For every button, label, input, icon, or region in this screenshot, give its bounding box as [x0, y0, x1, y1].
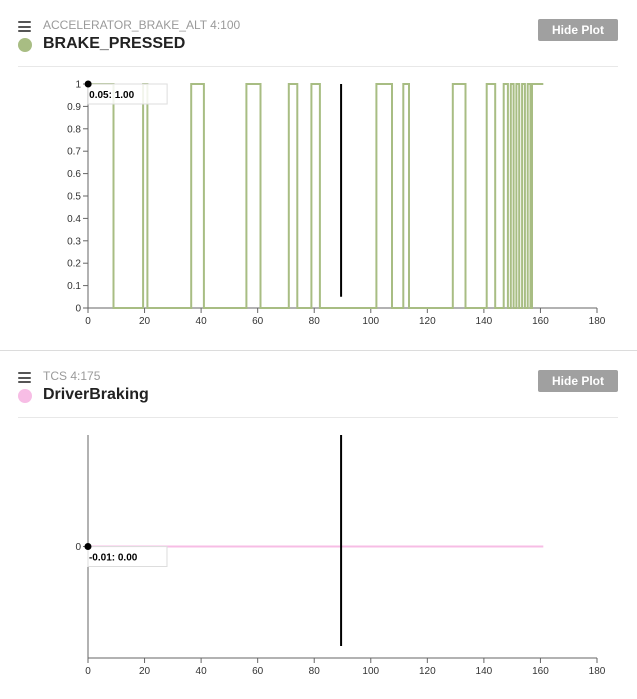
hide-plot-button[interactable]: Hide Plot — [538, 370, 618, 392]
y-tick-label: 0.1 — [67, 281, 81, 292]
x-tick-label: 140 — [476, 666, 493, 677]
hover-point — [84, 543, 92, 550]
tooltip-box — [87, 83, 168, 105]
x-tick-label: 180 — [589, 316, 606, 327]
plot-panel-driver-braking: TCS 4:175 DriverBraking Hide Plot 0 20 40 6… — [0, 351, 637, 699]
x-tick-label: 160 — [532, 316, 549, 327]
y-tick-label: 0.6 — [67, 169, 81, 180]
signal-name: DriverBraking — [43, 386, 149, 403]
y-tick-label: 0.3 — [67, 236, 81, 247]
plot-header: ACCELERATOR_BRAKE_ALT 4:100 BRAKE_PRESSE… — [0, 0, 637, 66]
y-tick-label: 1 — [75, 80, 81, 91]
series-line — [88, 83, 544, 309]
header-divider — [18, 417, 618, 418]
x-tick-label: 100 — [362, 666, 379, 677]
signal-name: BRAKE_PRESSED — [43, 35, 186, 52]
x-tick-label: 160 — [532, 666, 549, 677]
driver-braking-chart[interactable]: 0 20 40 60 80 100 120 140 160 180 0 -0.01: 0.00 — [0, 418, 637, 699]
tooltip-box — [87, 546, 168, 567]
x-tick-label: 40 — [196, 666, 208, 677]
y-tick-label: 0.9 — [67, 102, 81, 113]
x-tick-label: 60 — [252, 666, 264, 677]
x-tick-label: 40 — [196, 316, 208, 327]
x-tick-label: 120 — [419, 316, 436, 327]
y-tick-label: 0.2 — [67, 259, 81, 270]
tooltip-label: -0.01: 0.00 — [89, 553, 138, 564]
hide-plot-button[interactable]: Hide Plot — [538, 19, 618, 41]
x-tick-label: 100 — [362, 316, 379, 327]
menu-icon[interactable] — [18, 372, 31, 383]
x-tick-label: 20 — [139, 666, 151, 677]
y-tick-label: 0.7 — [67, 147, 81, 158]
plot-header: TCS 4:175 DriverBraking Hide Plot — [0, 351, 637, 417]
x-tick-label: 0 — [85, 666, 91, 677]
x-tick-label: 140 — [476, 316, 493, 327]
y-tick-label: 0 — [75, 304, 81, 315]
panel-separator — [0, 350, 637, 351]
x-tick-label: 0 — [85, 316, 91, 327]
signal-color-dot — [18, 38, 32, 52]
x-tick-label: 180 — [589, 666, 606, 677]
hover-point — [84, 80, 92, 88]
brake-pressed-chart[interactable]: 0 20 40 60 80 100 120 140 160 180 0 0.1 0.2 0.3 0.4 0.5… — [0, 67, 637, 350]
plot-panel-brake-pressed: ACCELERATOR_BRAKE_ALT 4:100 BRAKE_PRESSE… — [0, 0, 637, 350]
header-divider — [18, 66, 618, 67]
x-tick-label: 80 — [309, 316, 321, 327]
x-tick-label: 120 — [419, 666, 436, 677]
message-name: ACCELERATOR_BRAKE_ALT 4:100 — [43, 18, 241, 32]
y-tick-label: 0.4 — [67, 214, 81, 225]
y-tick-label: 0 — [75, 542, 81, 553]
signal-color-dot — [18, 389, 32, 403]
x-tick-label: 80 — [309, 666, 321, 677]
menu-icon[interactable] — [18, 21, 31, 32]
x-tick-label: 20 — [139, 316, 151, 327]
tooltip-label: 0.05: 1.00 — [89, 90, 134, 101]
y-tick-label: 0.5 — [67, 192, 81, 203]
y-tick-label: 0.8 — [67, 124, 81, 135]
message-name: TCS 4:175 — [43, 369, 101, 383]
x-tick-label: 60 — [252, 316, 264, 327]
